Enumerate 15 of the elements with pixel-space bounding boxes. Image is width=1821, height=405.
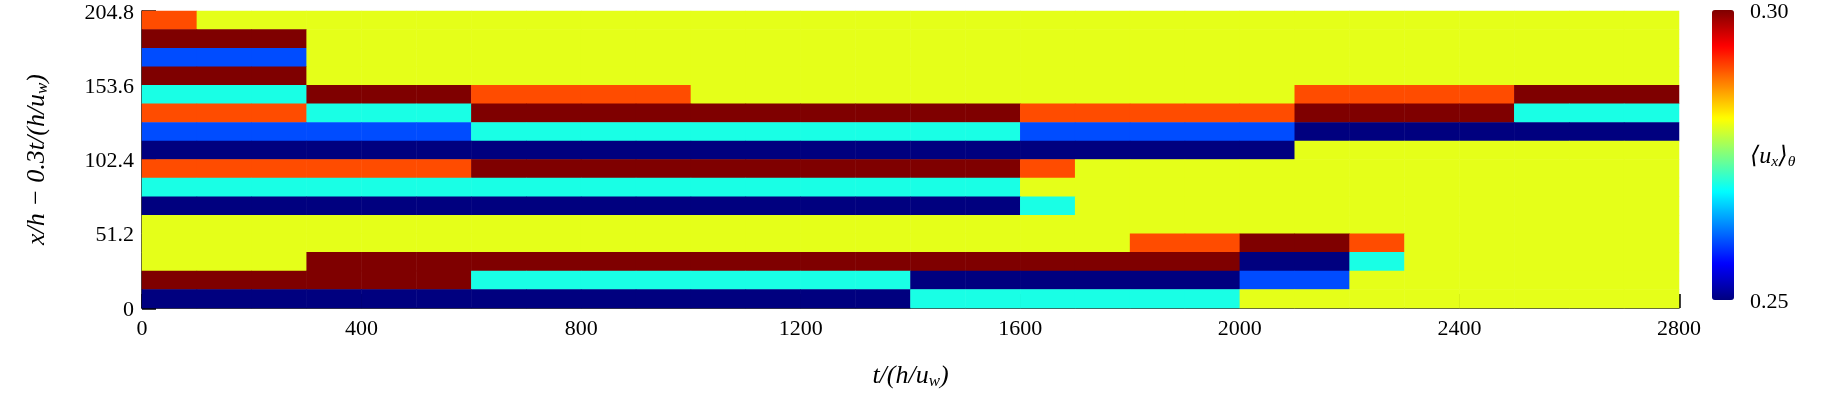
y-tick-label: 153.6	[84, 72, 134, 98]
y-tick-label: 51.2	[95, 221, 134, 247]
y-tick-label: 0	[123, 295, 134, 321]
x-tick-label: 1200	[778, 314, 823, 340]
y-tick-label: 102.4	[84, 147, 134, 172]
x-tick-label: 1600	[998, 314, 1043, 340]
color-bar-label: 0.25	[1750, 287, 1789, 313]
color-bar-label: 0.30	[1750, 0, 1789, 23]
x-tick-label: 2400	[1437, 314, 1482, 340]
y-tick-label: 204.8	[84, 0, 134, 24]
x-tick-label: 2000	[1217, 314, 1262, 340]
x-tick-label: 2800	[1657, 314, 1701, 340]
x-tick-label: 800	[564, 314, 598, 340]
y-axis-title: x/h − 0.3t/(h/uw)	[21, 73, 51, 247]
x-tick-label: 400	[345, 314, 379, 340]
